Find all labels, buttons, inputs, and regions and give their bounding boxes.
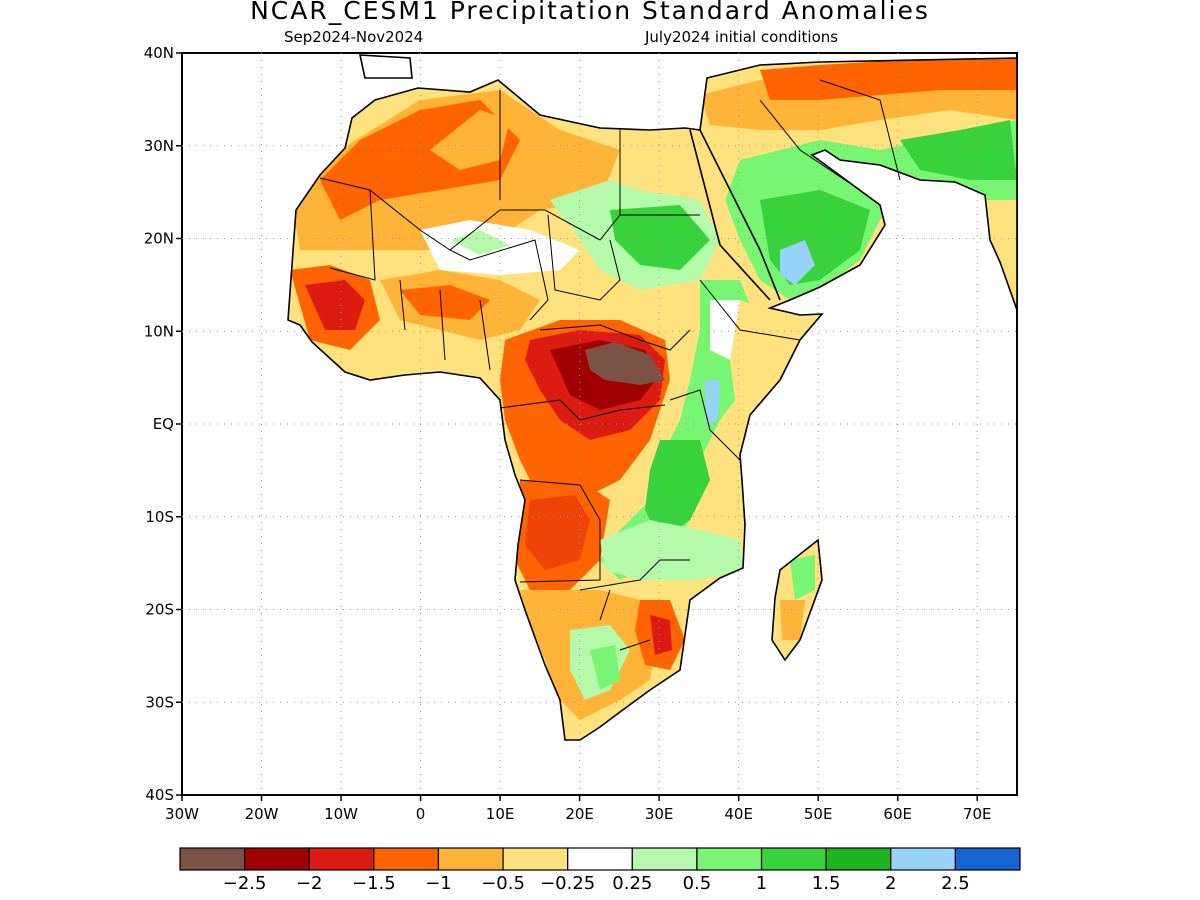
colorbar-label: 2 (885, 873, 896, 894)
colorbar-swatch (179, 847, 246, 871)
forecast-period: Sep2024-Nov2024 (284, 28, 424, 46)
colorbar-swatch (890, 847, 956, 871)
colorbar-label: 0.25 (612, 873, 652, 894)
lon-tick-label: 50E (804, 805, 833, 823)
colorbar-swatch (760, 847, 827, 871)
colorbar-label: 0.5 (683, 873, 712, 894)
colorbar-label: −1.5 (352, 873, 396, 894)
colorbar-swatch (437, 847, 504, 871)
lat-tick-label: EQ (153, 415, 174, 433)
colorbar-swatch (244, 847, 310, 871)
colorbar-label: −1 (425, 873, 452, 894)
lat-tick-label: 30S (145, 693, 174, 711)
colorbar-label: 1 (756, 873, 767, 894)
colorbar-label: 1.5 (812, 873, 841, 894)
lon-tick-label: 10E (486, 805, 515, 823)
lon-tick-label: 10W (324, 805, 358, 823)
lon-tick-label: 30W (165, 805, 199, 823)
colorbar-swatch (954, 847, 1021, 871)
colorbar-swatch (502, 847, 569, 871)
lon-tick-label: 20W (245, 805, 279, 823)
lat-tick-label: 40S (145, 786, 174, 804)
chart-title: NCAR_CESM1 Precipitation Standard Anomal… (250, 0, 930, 25)
colorbar-label: −2 (296, 873, 323, 894)
lat-tick-label: 40N (144, 44, 174, 62)
lat-tick-label: 30N (144, 137, 174, 155)
colorbar-swatch (696, 847, 763, 871)
coastlines (287, 54, 1017, 741)
colorbar-swatch (825, 847, 892, 871)
lat-tick-label: 10S (145, 508, 174, 526)
lat-tick-label: 10N (144, 322, 174, 340)
colorbar-swatch (308, 847, 375, 871)
colorbar-swatch (373, 847, 440, 871)
lon-tick-label: 0 (416, 805, 426, 823)
longitude-labels: 30W 20W 10W 0 10E 20E 30E 40E 50E 60E 70E (165, 795, 992, 823)
colorbar-label: −0.25 (540, 873, 595, 894)
lon-tick-label: 40E (724, 805, 753, 823)
colorbar-labels: −2.5 −2 −1.5 −1 −0.5 −0.25 0.25 0.5 1 1.5 2 2.5 (223, 873, 970, 894)
lon-tick-label: 20E (565, 805, 594, 823)
country-borders (319, 79, 901, 651)
colorbar-label: −0.5 (481, 873, 525, 894)
lat-tick-label: 20N (144, 230, 174, 248)
lon-tick-label: 30E (645, 805, 674, 823)
colorbar-swatch (567, 847, 633, 871)
latitude-labels: 40N 30N 20N 10N EQ 10S 20S 30S 40S (144, 44, 182, 804)
lat-tick-label: 20S (145, 601, 174, 619)
initial-conditions: July2024 initial conditions (645, 28, 839, 46)
lon-tick-label: 70E (963, 805, 992, 823)
colorbar-swatch (631, 847, 698, 871)
grid-lines (182, 53, 1017, 795)
colorbar-label: 2.5 (941, 873, 970, 894)
colorbar (179, 847, 1021, 871)
colorbar-label: −2.5 (223, 873, 267, 894)
lon-tick-label: 60E (883, 805, 912, 823)
